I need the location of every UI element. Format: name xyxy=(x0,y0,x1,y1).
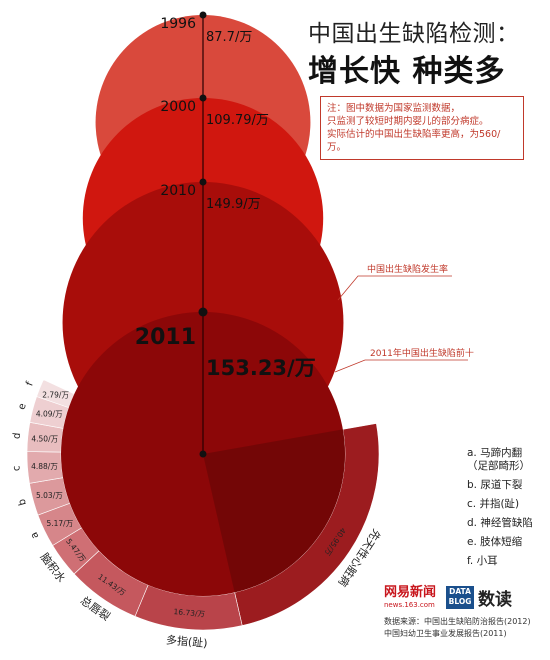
year-label-2000: 2000 xyxy=(160,99,196,115)
year-label-1996: 1996 xyxy=(160,16,196,32)
year-label-2011: 2011 xyxy=(135,325,196,350)
note-box: 注：图中数据为国家监测数据， 只监测了较短时期内婴儿的部分病症。 实际估计的中国… xyxy=(320,96,524,160)
note-line: 实际估计的中国出生缺陷率更高，为560/万。 xyxy=(327,129,501,153)
netease-news-logo: 网易新闻 news.163.com xyxy=(384,585,437,609)
datablog-logo: DATA BLOG xyxy=(446,586,474,609)
callout-rate: 中国出生缺陷发生率 xyxy=(367,263,448,275)
value-label-2010: 149.9/万 xyxy=(206,197,261,212)
ring-value-5: 5.03/万 xyxy=(36,491,63,500)
legend-item-a: a. 马蹄内翻 （足部畸形） xyxy=(467,447,530,472)
ring-value-4: 5.17/万 xyxy=(46,519,73,528)
ring-category-1: 多指(趾) xyxy=(166,633,209,651)
callout-top10: 2011年中国出生缺陷前十 xyxy=(370,347,474,359)
source-line: 数据来源：中国出生缺陷防治报告(2012) xyxy=(384,617,531,626)
ring-category-4: a xyxy=(29,530,42,540)
page-subtitle: 增长快 种类多 xyxy=(308,54,506,89)
legend-item-d: d. 神经管缺陷 xyxy=(467,517,533,529)
source-line: 中国妇幼卫生事业发展报告(2011) xyxy=(384,629,507,638)
legend-item-c: c. 并指(趾) xyxy=(467,498,520,510)
marker-dot-2010 xyxy=(199,178,207,186)
ring-value-1: 16.73/万 xyxy=(173,607,206,619)
value-label-2011: 153.23/万 xyxy=(206,356,316,380)
year-label-2010: 2010 xyxy=(160,183,196,199)
ring-value-9: 2.79/万 xyxy=(42,390,69,399)
dushu-logo: 数读 xyxy=(478,590,512,610)
value-label-2000: 109.79/万 xyxy=(206,113,269,128)
ring-category-7: d xyxy=(12,432,24,439)
ring-category-6: c xyxy=(11,465,22,471)
ring-value-8: 4.09/万 xyxy=(36,410,63,419)
ring-category-5: b xyxy=(17,498,29,507)
page-title: 中国出生缺陷检测： xyxy=(308,21,520,47)
ring-category-9: f xyxy=(24,380,36,388)
wedge-largest-slice xyxy=(203,429,346,593)
note-line: 注：图中数据为国家监测数据， xyxy=(327,103,461,114)
sources: 数据来源：中国出生缺陷防治报告(2012) 中国妇幼卫生事业发展报告(2011) xyxy=(384,616,531,640)
value-label-1996: 87.7/万 xyxy=(206,30,252,45)
marker-dot-2011 xyxy=(198,307,208,317)
ring-category-8: e xyxy=(17,402,29,411)
ring-value-7: 4.50/万 xyxy=(31,435,58,444)
callout-line-rate xyxy=(337,275,452,301)
legend-item-e: e. 肢体短缩 xyxy=(467,536,523,548)
legend: a. 马蹄内翻 （足部畸形） b. 尿道下裂 c. 并指(趾) d. 神经管缺陷 … xyxy=(467,447,533,574)
legend-item-b: b. 尿道下裂 xyxy=(467,479,523,491)
ring-value-6: 4.88/万 xyxy=(31,462,58,471)
note-line: 只监测了较短时期内婴儿的部分病症。 xyxy=(327,116,489,127)
marker-dot-1996 xyxy=(199,11,207,19)
legend-item-f: f. 小耳 xyxy=(467,555,498,567)
callout-line-top10 xyxy=(334,359,468,373)
marker-dot-2000 xyxy=(199,94,207,102)
center-dot xyxy=(199,450,207,458)
